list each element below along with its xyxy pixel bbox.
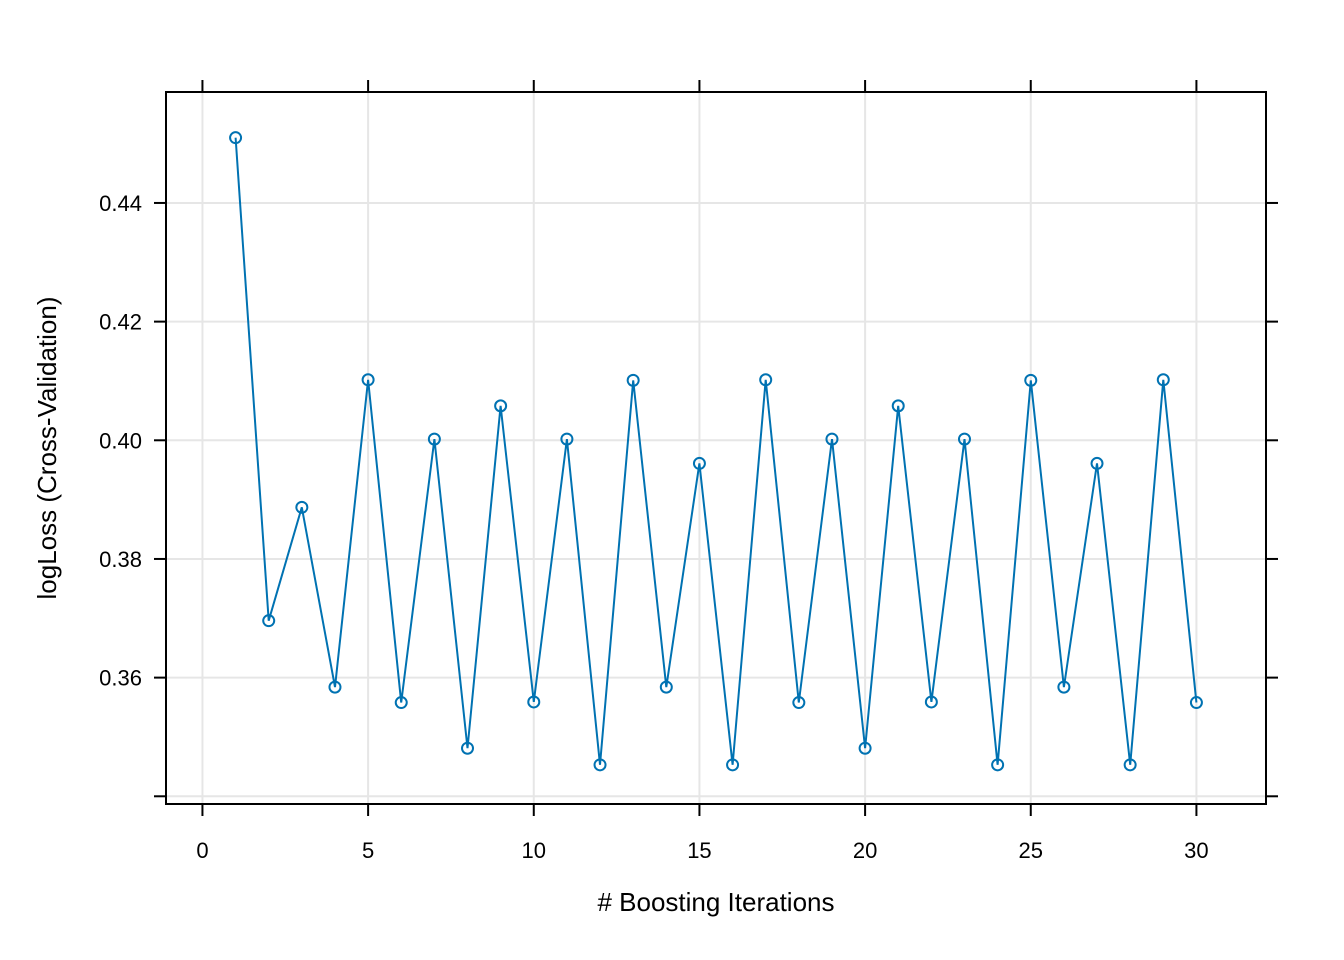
x-tick-label: 15 — [687, 838, 711, 863]
y-tick-label: 0.36 — [99, 666, 142, 691]
data-point — [1024, 373, 1038, 387]
data-point — [262, 614, 276, 628]
data-point — [593, 758, 607, 772]
data-point — [858, 741, 872, 755]
data-point — [229, 131, 243, 145]
data-point — [1156, 373, 1170, 387]
series-line — [234, 137, 1198, 765]
data-point — [792, 696, 806, 710]
data-point — [957, 432, 971, 446]
plot-frame — [165, 91, 1267, 805]
data-point — [825, 432, 839, 446]
y-axis-title: logLoss (Cross-Validation) — [32, 297, 62, 600]
data-point — [328, 680, 342, 694]
data-point — [560, 432, 574, 446]
data-point — [461, 741, 475, 755]
data-point — [692, 456, 706, 470]
x-axis-title: # Boosting Iterations — [597, 887, 834, 917]
data-point — [427, 432, 441, 446]
data-point — [295, 500, 309, 514]
data-point — [527, 695, 541, 709]
data-point — [759, 373, 773, 387]
y-tick-label: 0.42 — [99, 310, 142, 335]
grid — [166, 92, 1266, 804]
y-tick-label: 0.38 — [99, 547, 142, 572]
data-point — [991, 758, 1005, 772]
data-series — [229, 131, 1203, 772]
data-point — [1057, 680, 1071, 694]
data-point — [726, 758, 740, 772]
data-point — [659, 680, 673, 694]
x-tick-label: 10 — [522, 838, 546, 863]
y-tick-label: 0.40 — [99, 428, 142, 453]
data-point — [1123, 758, 1137, 772]
y-tick-label: 0.44 — [99, 191, 142, 216]
x-tick-label: 30 — [1184, 838, 1208, 863]
x-tick-label: 25 — [1019, 838, 1043, 863]
data-point — [626, 373, 640, 387]
x-tick-label: 20 — [853, 838, 877, 863]
x-tick-label: 0 — [196, 838, 208, 863]
data-point — [494, 399, 508, 413]
data-point — [1090, 456, 1104, 470]
data-point — [1189, 696, 1203, 710]
x-tick-label: 5 — [362, 838, 374, 863]
data-point — [361, 373, 375, 387]
axis-ticks: 0 5 10 15 20 25 30 0.36 0.38 0.40 0.42 0.44 — [99, 80, 1278, 863]
data-point — [924, 695, 938, 709]
data-point — [891, 399, 905, 413]
data-point — [394, 696, 408, 710]
